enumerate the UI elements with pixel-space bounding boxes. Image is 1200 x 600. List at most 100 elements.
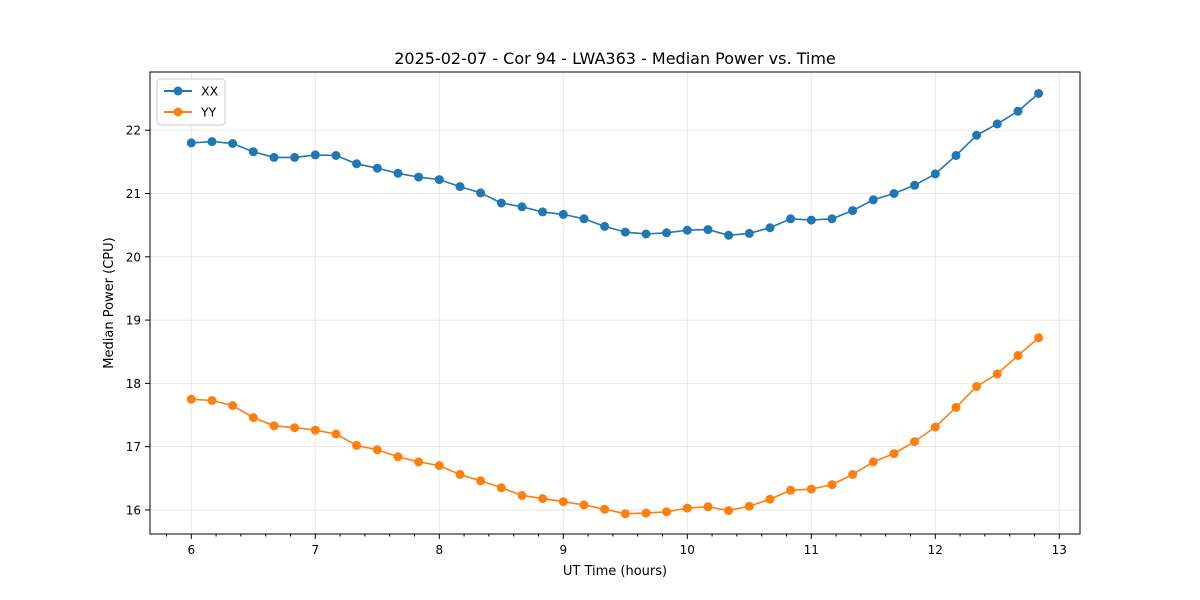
data-point-xx bbox=[517, 202, 527, 212]
legend-label-xx: XX bbox=[201, 84, 219, 99]
data-point-xx bbox=[889, 189, 899, 198]
data-point-yy bbox=[372, 445, 382, 455]
data-point-xx bbox=[352, 159, 362, 169]
data-point-yy bbox=[248, 413, 258, 423]
data-point-yy bbox=[207, 396, 217, 405]
data-point-yy bbox=[786, 485, 796, 495]
legend-item-yy: YY bbox=[164, 105, 217, 120]
data-point-yy bbox=[972, 382, 982, 391]
data-point-xx bbox=[538, 207, 548, 217]
y-tick-label: 20 bbox=[126, 250, 141, 264]
data-point-yy bbox=[228, 401, 238, 410]
data-point-yy bbox=[600, 504, 610, 514]
data-point-yy bbox=[620, 509, 630, 519]
x-tick-label: 7 bbox=[311, 543, 319, 557]
grid bbox=[150, 72, 1080, 534]
data-point-xx bbox=[455, 182, 465, 192]
data-point-xx bbox=[600, 221, 610, 231]
data-point-yy bbox=[1013, 351, 1023, 360]
data-point-xx bbox=[703, 225, 713, 235]
data-point-xx bbox=[248, 147, 258, 157]
data-point-yy bbox=[951, 402, 961, 412]
data-point-yy bbox=[290, 423, 300, 433]
y-tick-label: 18 bbox=[126, 377, 141, 391]
data-point-xx bbox=[1034, 89, 1044, 98]
x-tick-label: 11 bbox=[804, 543, 819, 557]
data-point-xx bbox=[786, 214, 796, 224]
series-layer bbox=[186, 89, 1044, 519]
data-point-xx bbox=[744, 228, 754, 238]
series-yy bbox=[186, 333, 1044, 519]
data-point-yy bbox=[558, 497, 568, 507]
x-tick-label: 6 bbox=[187, 543, 195, 557]
data-point-xx bbox=[641, 229, 651, 239]
x-tick-label: 8 bbox=[435, 543, 443, 557]
legend-marker-xx bbox=[173, 86, 183, 96]
data-point-yy bbox=[910, 437, 920, 447]
y-tick-label: 21 bbox=[126, 187, 141, 201]
data-point-xx bbox=[331, 151, 341, 160]
data-point-yy bbox=[641, 508, 651, 518]
x-tick-label: 13 bbox=[1052, 543, 1067, 557]
data-point-xx bbox=[806, 215, 816, 225]
data-point-yy bbox=[930, 422, 940, 432]
data-point-xx bbox=[186, 138, 196, 148]
data-point-yy bbox=[434, 461, 444, 471]
data-point-yy bbox=[703, 502, 713, 512]
data-point-xx bbox=[476, 188, 486, 198]
chart-title: 2025-02-07 - Cor 94 - LWA363 - Median Po… bbox=[394, 49, 836, 68]
data-point-xx bbox=[393, 168, 403, 178]
data-point-xx bbox=[620, 227, 630, 237]
x-tick-label: 9 bbox=[559, 543, 567, 557]
data-point-yy bbox=[827, 480, 837, 490]
data-point-xx bbox=[765, 223, 775, 233]
y-tick-label: 19 bbox=[126, 314, 141, 328]
data-point-xx bbox=[724, 230, 734, 240]
data-point-xx bbox=[579, 214, 589, 224]
data-point-yy bbox=[1034, 333, 1044, 343]
data-point-xx bbox=[269, 152, 279, 162]
plot-frame bbox=[149, 71, 1081, 535]
data-point-yy bbox=[868, 457, 878, 467]
data-point-xx bbox=[414, 172, 424, 182]
y-tick-label: 17 bbox=[126, 440, 141, 454]
data-point-yy bbox=[414, 457, 424, 467]
data-point-xx bbox=[682, 225, 692, 235]
data-point-xx bbox=[434, 175, 444, 185]
data-point-xx bbox=[662, 228, 672, 238]
data-point-xx bbox=[910, 180, 920, 190]
data-point-yy bbox=[662, 507, 672, 517]
data-point-yy bbox=[496, 483, 506, 493]
data-point-xx bbox=[972, 130, 982, 140]
y-axis-ticks: 16 17 18 19 20 21 22 bbox=[126, 124, 150, 517]
series-xx bbox=[186, 89, 1044, 240]
data-point-yy bbox=[992, 369, 1002, 379]
data-point-xx bbox=[1013, 106, 1023, 116]
data-point-xx bbox=[992, 119, 1002, 129]
legend-label-yy: YY bbox=[200, 105, 217, 120]
data-point-yy bbox=[848, 470, 858, 479]
x-tick-label: 12 bbox=[928, 543, 943, 557]
x-axis-ticks: 6 7 8 9 10 11 12 13 bbox=[165, 534, 1067, 557]
x-tick-label: 10 bbox=[680, 543, 695, 557]
data-point-yy bbox=[476, 476, 486, 486]
data-point-xx bbox=[228, 139, 238, 148]
data-point-xx bbox=[827, 214, 837, 224]
data-point-yy bbox=[579, 500, 589, 510]
data-point-yy bbox=[517, 490, 527, 500]
data-point-xx bbox=[558, 209, 568, 219]
y-axis-label: Median Power (CPU) bbox=[102, 237, 117, 368]
data-point-yy bbox=[765, 494, 775, 504]
data-point-yy bbox=[455, 470, 465, 479]
legend-item-xx: XX bbox=[164, 84, 219, 99]
data-point-xx bbox=[930, 169, 940, 179]
data-point-xx bbox=[207, 137, 217, 147]
data-point-yy bbox=[889, 449, 899, 459]
data-point-yy bbox=[269, 421, 279, 431]
data-point-xx bbox=[310, 150, 320, 160]
data-point-xx bbox=[290, 152, 300, 162]
data-point-xx bbox=[951, 151, 961, 160]
data-point-yy bbox=[724, 506, 734, 516]
data-point-yy bbox=[310, 425, 320, 435]
